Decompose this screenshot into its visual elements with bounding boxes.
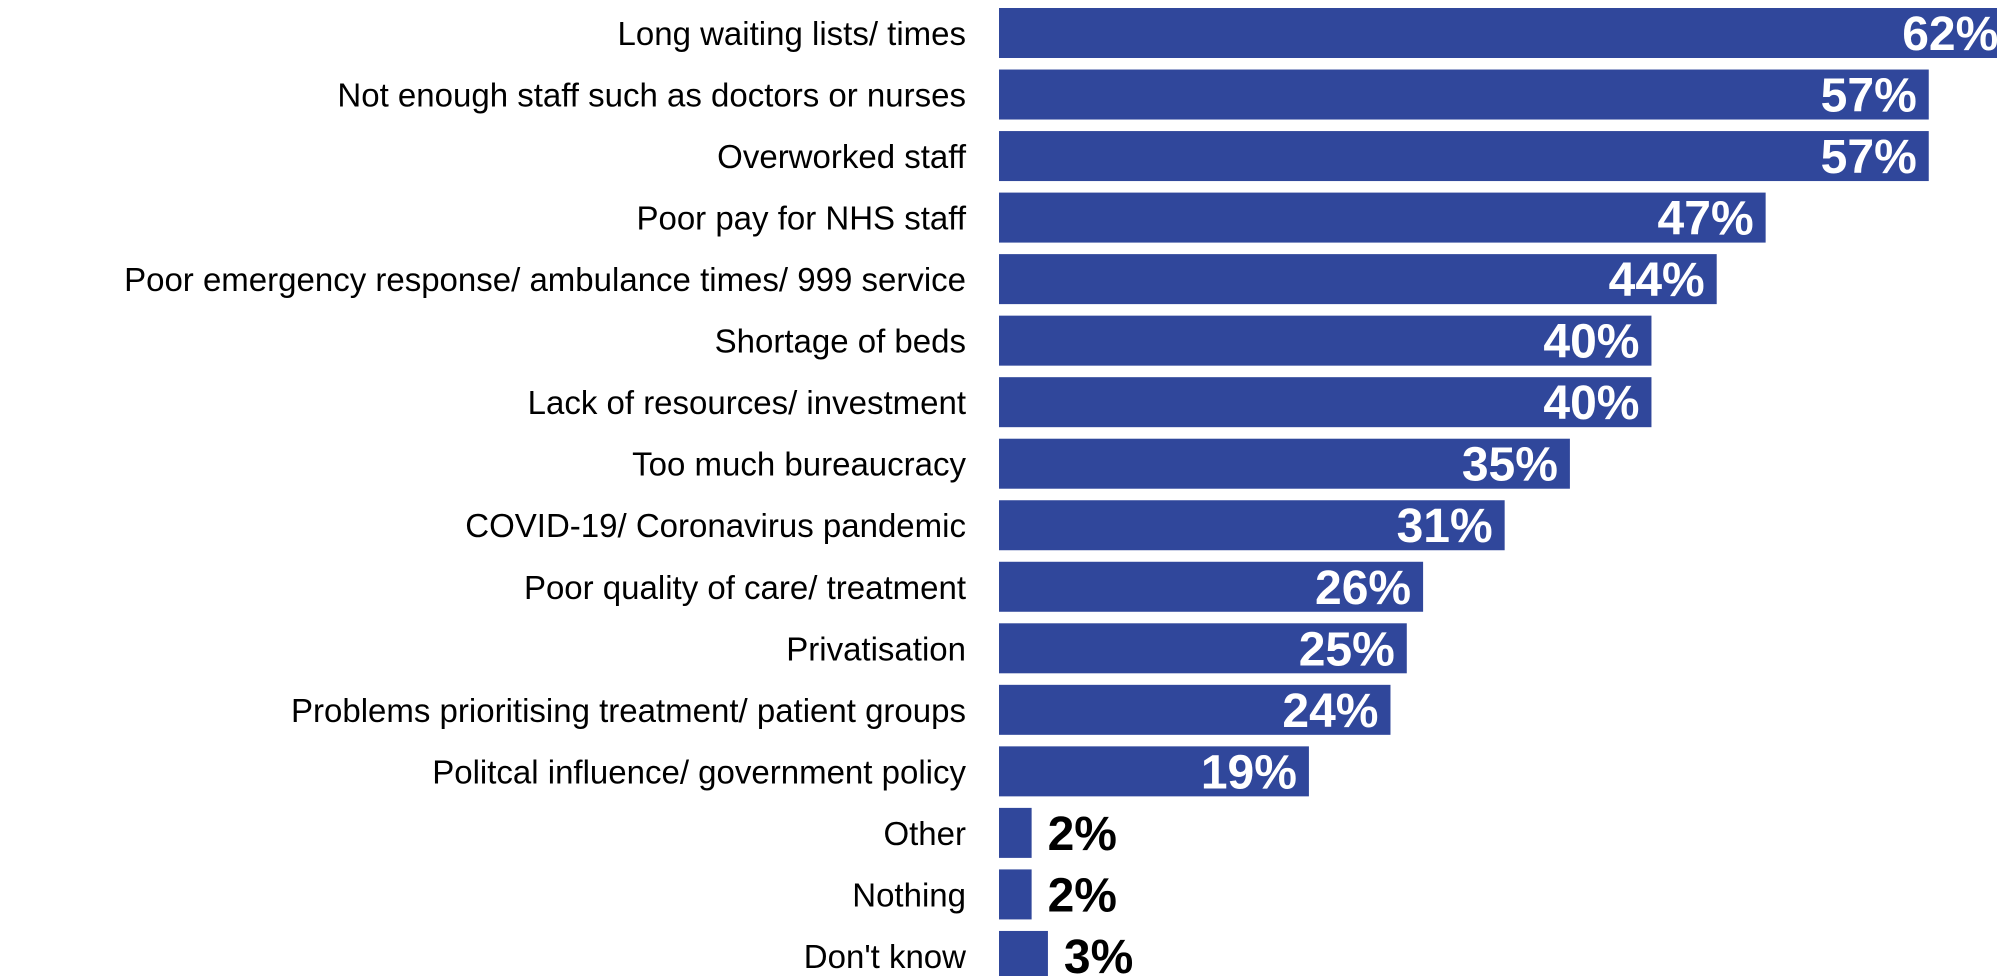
value-label: 35% [1462,439,1558,492]
bar [999,746,1309,797]
category-label: Too much bureaucracy [632,446,966,483]
category-label: Not enough staff such as doctors or nurs… [337,77,966,114]
value-labels-group: 62% 57% 57% 47% 44% 40% 40% 35% 31% 26% 25% 24% 19% 2… [1048,8,1997,976]
value-label: 31% [1397,500,1493,553]
value-label: 2% [1048,869,1117,922]
category-label: Lack of resources/ investment [528,384,966,421]
category-label: Long waiting lists/ times [618,15,966,52]
value-label: 40% [1543,316,1639,369]
bars-group [999,8,1997,976]
bar [999,69,1929,120]
value-label: 57% [1821,70,1917,123]
category-label: Nothing [852,876,966,913]
category-label: Other [883,815,966,852]
bar [999,500,1505,551]
category-label: COVID-19/ Coronavirus pandemic [465,507,966,544]
category-label: Poor pay for NHS staff [636,200,966,237]
bar [999,438,1570,489]
bar [999,254,1717,305]
value-label: 24% [1282,685,1378,738]
value-label: 44% [1609,254,1705,307]
bar [999,869,1032,920]
value-label: 2% [1048,808,1117,861]
category-label: Poor quality of care/ treatment [524,569,966,606]
value-label: 62% [1902,8,1997,61]
bar [999,561,1424,612]
value-label: 40% [1543,377,1639,430]
category-label: Poor emergency response/ ambulance times… [124,261,966,298]
value-label: 47% [1658,193,1754,246]
bar [999,684,1391,735]
category-label: Privatisation [786,630,966,667]
bar [999,315,1652,366]
category-label: Problems prioritising treatment/ patient… [291,692,966,729]
bar [999,377,1652,428]
category-labels-group: Long waiting lists/ times Not enough staf… [124,15,967,975]
value-label: 19% [1201,746,1297,799]
bar [999,192,1766,243]
category-label: Politcal influence/ government policy [432,753,966,790]
bar [999,131,1929,182]
bar [999,930,1048,976]
value-label: 26% [1315,562,1411,615]
value-label: 3% [1064,931,1133,976]
bar [999,623,1407,674]
category-label: Overworked staff [717,138,967,175]
category-label: Shortage of beds [715,323,966,360]
value-label: 57% [1821,131,1917,184]
category-label: Don't know [804,938,966,975]
value-label: 25% [1299,623,1395,676]
bar [999,8,1997,58]
bar [999,807,1032,858]
